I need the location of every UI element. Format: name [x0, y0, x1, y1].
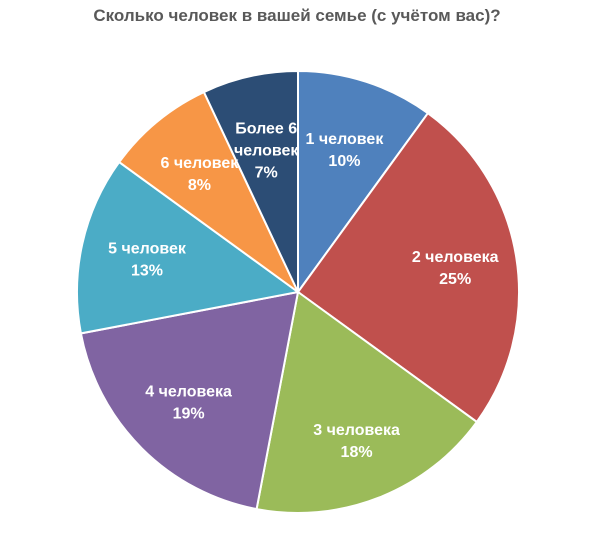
pie-slice [79, 290, 300, 511]
pie-slice [117, 90, 299, 293]
slice-data-label: Более 6 человек 7% [234, 121, 299, 182]
slice-data-label: 3 человека 18% [313, 422, 400, 461]
slice-data-label: 5 человек 13% [108, 240, 187, 279]
slice-data-label: 6 человек 8% [160, 155, 239, 194]
pie-slice [297, 69, 430, 296]
pie-slice [255, 290, 479, 514]
slice-data-label: 1 человек 10% [306, 131, 385, 170]
slice-data-label: 2 человека 25% [412, 249, 499, 288]
chart-title: Сколько человек в вашей семье (с учётом … [93, 6, 501, 25]
pie-labels: 1 человек 10% 2 человека 25% 3 человека 18% 4 … [108, 121, 498, 461]
pie-slice [76, 160, 301, 335]
pie-slices [76, 69, 520, 514]
pie-slice [202, 69, 299, 293]
pie-slice [296, 111, 520, 424]
slice-data-label: 4 человека 19% [145, 383, 232, 422]
